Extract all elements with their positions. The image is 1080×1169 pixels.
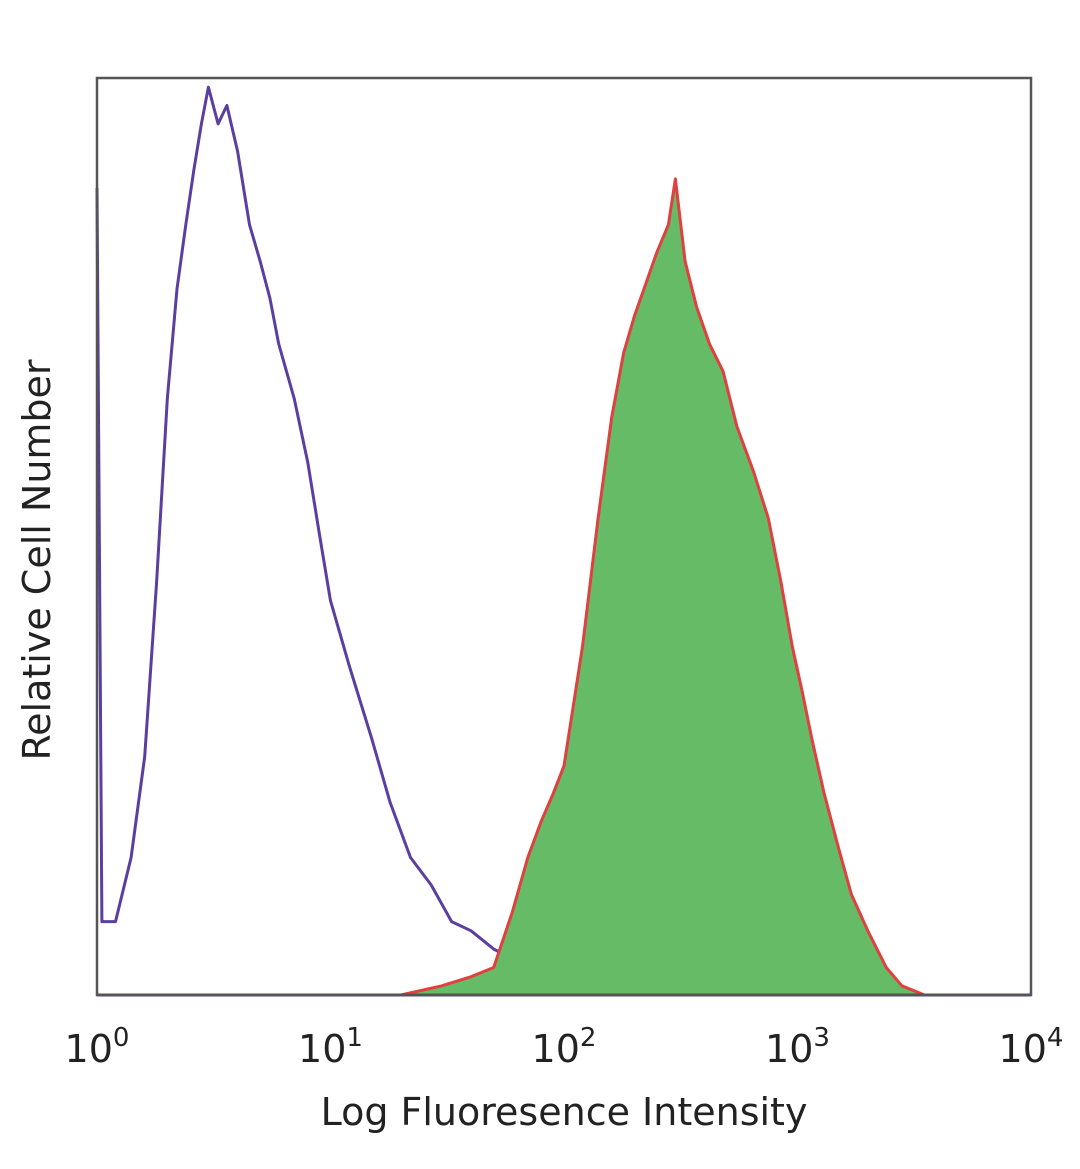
x-tick-exponent: 4: [1047, 1023, 1064, 1053]
x-tick-base: 10: [298, 1027, 346, 1071]
x-tick-exponent: 1: [346, 1023, 363, 1053]
x-tick-exponent: 3: [813, 1023, 830, 1053]
x-tick-label: 103: [765, 1023, 830, 1071]
plot-frame: [95, 76, 1033, 997]
x-tick-label: 104: [999, 1023, 1064, 1071]
x-tick-base: 10: [65, 1027, 113, 1071]
series-1-fill: [400, 178, 925, 995]
x-tick-exponent: 2: [580, 1023, 597, 1053]
series-1-line: [400, 177, 926, 997]
x-tick-exponent: 0: [113, 1023, 130, 1053]
x-tick-base: 10: [765, 1027, 813, 1071]
x-tick-label: 101: [298, 1023, 363, 1071]
y-axis-title: Relative Cell Number: [15, 359, 59, 760]
x-tick-base: 10: [999, 1027, 1047, 1071]
x-axis-title: Log Fluoresence Intensity: [321, 1090, 808, 1134]
x-tick-labels: 100 101 102 103 104: [65, 1023, 1064, 1071]
x-tick-label: 102: [532, 1023, 597, 1071]
series-layer: [95, 85, 1031, 997]
x-tick-base: 10: [532, 1027, 580, 1071]
x-tick-label: 100: [65, 1023, 130, 1071]
